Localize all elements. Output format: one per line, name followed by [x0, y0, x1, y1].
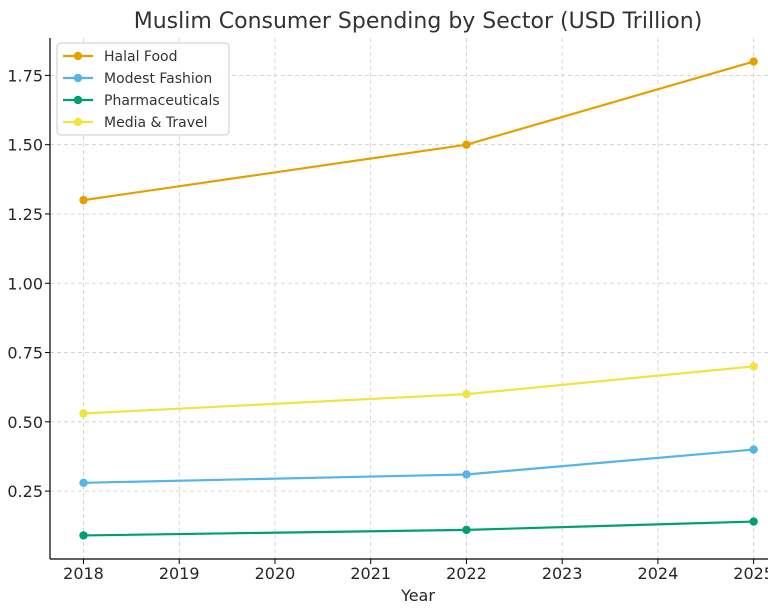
series-line-media-travel	[83, 365, 754, 415]
series-line-pharmaceuticals	[83, 520, 754, 537]
data-point-halal-food	[462, 140, 471, 149]
data-point-halal-food	[79, 195, 88, 205]
axes	[45, 38, 768, 564]
legend-label-modest-fashion: Modest Fashion	[104, 71, 212, 87]
series-layer	[79, 57, 758, 540]
grid	[50, 38, 768, 559]
tick-labels: 2018 2019 2020 2021 2022 2023 2024 2025 0.25 0.50…	[7, 66, 768, 583]
y-tick-label: 0.75	[7, 344, 43, 363]
x-tick-label: 2023	[542, 564, 583, 583]
data-point-modest-fashion	[749, 445, 758, 454]
legend-box	[56, 42, 230, 136]
y-tick-label: 0.25	[7, 482, 43, 501]
legend-swatch-marker-modest-fashion	[73, 73, 83, 83]
legend-label-halal-food: Halal Food	[104, 49, 178, 65]
x-axis-label: Year	[400, 586, 435, 605]
y-tick-label: 1.00	[7, 274, 43, 293]
data-point-pharmaceuticals	[462, 525, 471, 535]
x-tick-label: 2019	[159, 564, 200, 583]
data-point-pharmaceuticals	[749, 517, 758, 526]
legend-label-media-travel: Media & Travel	[104, 115, 207, 131]
x-tick-label: 2021	[350, 564, 391, 583]
legend-label-pharmaceuticals: Pharmaceuticals	[104, 93, 220, 109]
x-tick-label: 2022	[446, 564, 487, 583]
y-tick-label: 1.75	[7, 66, 43, 85]
x-tick-label: 2025	[733, 564, 768, 583]
legend-swatch-marker-pharmaceuticals	[73, 95, 83, 105]
data-point-media-travel	[79, 409, 88, 418]
legend-swatch-marker-media-travel	[73, 117, 83, 127]
data-point-pharmaceuticals	[79, 531, 88, 540]
data-point-media-travel	[462, 389, 471, 399]
x-tick-label: 2024	[638, 564, 679, 583]
data-point-halal-food	[749, 57, 758, 66]
data-point-modest-fashion	[462, 470, 471, 479]
legend-swatch-marker-halal-food	[73, 51, 83, 61]
series-line-modest-fashion	[83, 448, 754, 484]
y-tick-label: 1.50	[7, 136, 43, 155]
y-tick-label: 1.25	[7, 205, 43, 224]
y-tick-label: 0.50	[7, 413, 43, 432]
legend: Halal Food Modest Fashion Pharmaceuticals M…	[56, 42, 230, 136]
data-point-modest-fashion	[79, 478, 88, 487]
x-tick-label: 2018	[63, 564, 104, 583]
chart-title: Muslim Consumer Spending by Sector (USD …	[134, 9, 703, 34]
data-point-media-travel	[749, 362, 758, 371]
x-tick-label: 2020	[255, 564, 296, 583]
